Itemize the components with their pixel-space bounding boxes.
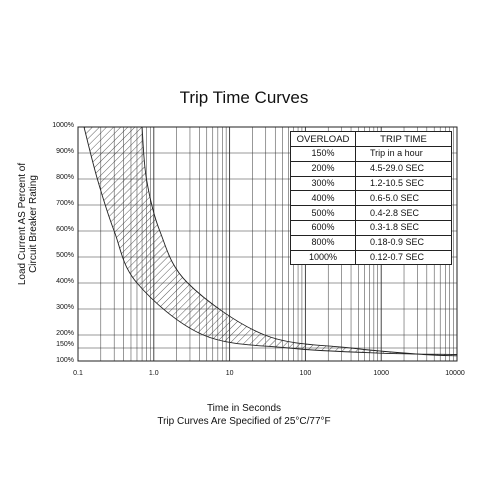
overload-cell: 400% <box>290 190 356 207</box>
series-line-slow <box>141 126 458 357</box>
y-tick-label: 800% <box>56 174 74 181</box>
table-header-row: OVERLOAD TRIP TIME <box>290 131 452 147</box>
trip-time-cell: Trip in a hour <box>355 146 452 162</box>
x-tick-label: 10 <box>225 370 234 377</box>
table-row: 200% 4.5-29.0 SEC <box>290 160 452 177</box>
y-tick-label: 700% <box>56 200 74 207</box>
table-row: 300% 1.2-10.5 SEC <box>290 175 452 192</box>
trip-time-cell: 0.6-5.0 SEC <box>355 190 452 207</box>
overload-cell: 600% <box>290 219 356 236</box>
y-axis-label-line-2: Circuit Breaker Rating <box>28 175 39 273</box>
overload-cell: 800% <box>290 234 356 251</box>
x-axis-sublabel: Trip Curves Are Specified of 25°C/77°F <box>157 416 331 427</box>
trip-time-cell: 0.18-0.9 SEC <box>355 234 452 251</box>
y-tick-label: 150% <box>56 341 74 348</box>
trip-time-cell: 4.5-29.0 SEC <box>355 160 452 177</box>
y-tick-label: 300% <box>56 304 74 311</box>
trip-time-cell: 0.12-0.7 SEC <box>355 249 452 266</box>
table-row: 150% Trip in a hour <box>290 146 452 162</box>
table-row: 800% 0.18-0.9 SEC <box>290 234 452 251</box>
y-tick-label: 600% <box>56 226 74 233</box>
y-tick-label: 1000% <box>52 122 74 129</box>
overload-trip-time-table: OVERLOAD TRIP TIME 150% Trip in a hour 20… <box>290 131 452 266</box>
x-axis-label: Time in Seconds <box>206 403 282 414</box>
x-tick-label: 0.1 <box>73 370 83 377</box>
table-header-overload: OVERLOAD <box>290 131 356 147</box>
y-tick-label: 100% <box>56 357 74 364</box>
chart-title: Trip Time Curves <box>179 88 309 107</box>
y-axis-label: Load Current AS Percent of Circuit Break… <box>17 163 39 285</box>
table-row: 600% 0.3-1.8 SEC <box>290 219 452 236</box>
x-tick-label: 1000 <box>373 370 389 377</box>
y-tick-label: 400% <box>56 278 74 285</box>
y-axis-label-line-1: Load Current AS Percent of <box>17 162 28 286</box>
overload-cell: 150% <box>290 146 356 162</box>
x-tick-label: 1.0 <box>148 370 159 377</box>
x-tick-label: 10000 <box>445 370 465 377</box>
overload-cell: 200% <box>290 160 356 177</box>
table-row: 400% 0.6-5.0 SEC <box>290 190 452 207</box>
y-tick-label: 900% <box>56 148 74 155</box>
x-tick-label: 100 <box>299 370 312 377</box>
table-row: 1000% 0.12-0.7 SEC <box>290 249 452 266</box>
y-tick-label: 200% <box>56 330 74 337</box>
table-header-trip-time: TRIP TIME <box>355 131 452 147</box>
overload-cell: 500% <box>290 205 356 221</box>
plot-frame <box>77 126 458 362</box>
overload-cell: 300% <box>290 175 356 192</box>
series-line-fast <box>83 126 458 355</box>
trip-time-cell: 0.3-1.8 SEC <box>355 219 452 236</box>
y-tick-label: 500% <box>56 252 74 259</box>
overload-cell: 1000% <box>290 249 356 266</box>
trip-time-cell: 0.4-2.8 SEC <box>355 205 452 221</box>
table-row: 500% 0.4-2.8 SEC <box>290 205 452 221</box>
trip-band-area <box>84 127 457 356</box>
trip-time-cell: 1.2-10.5 SEC <box>355 175 452 192</box>
